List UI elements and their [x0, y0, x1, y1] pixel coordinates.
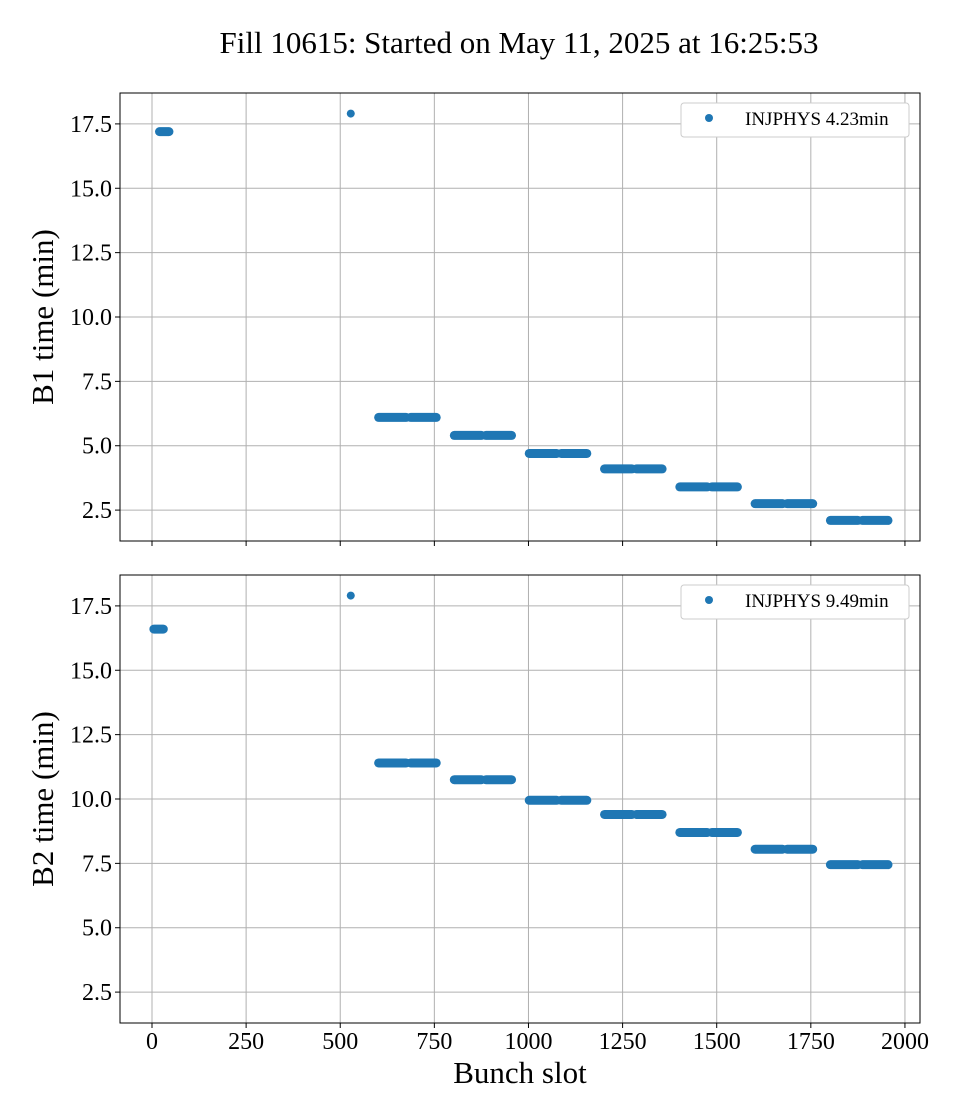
y-tick-label: 10.0	[70, 787, 112, 813]
y-tick-label: 5.0	[82, 916, 112, 942]
y-tick-label: 5.0	[82, 434, 112, 460]
x-tick-label: 1750	[787, 1029, 835, 1055]
y-tick-label: 10.0	[70, 305, 112, 331]
x-axis-label: Bunch slot	[453, 1055, 587, 1090]
legend-box	[680, 102, 910, 138]
legend-marker	[705, 596, 713, 604]
x-tick-label: 0	[146, 1029, 158, 1055]
legend-box	[680, 584, 910, 620]
y-tick-label: 17.5	[70, 594, 112, 620]
y-axis-label: B1 time (min)	[25, 229, 60, 405]
y-axis-label: B2 time (min)	[25, 711, 60, 887]
y-tick-label: 15.0	[70, 176, 112, 202]
legend: INJPHYS 4.23min	[680, 102, 910, 138]
x-tick-label: 750	[416, 1029, 452, 1055]
y-tick-label: 2.5	[82, 980, 112, 1006]
y-tick-label: 7.5	[82, 851, 112, 877]
y-tick-label: 15.0	[70, 658, 112, 684]
x-tick-label: 250	[228, 1029, 264, 1055]
x-tick-label: 500	[322, 1029, 358, 1055]
legend-marker	[705, 114, 713, 122]
panel-b1: 2.5 5.0 7.5 10.0 12.5 15.0 17.5 B1 time (min) IN…	[25, 92, 921, 546]
legend-label: INJPHYS 4.23min	[745, 109, 889, 130]
x-tick-label: 1500	[693, 1029, 741, 1055]
panel-b2: 0 250 500 750 1000 1250 1500 1750 2000 2.5 5.0 7.5 1…	[25, 574, 929, 1090]
y-tick-label: 12.5	[70, 723, 112, 749]
y-tick-label: 12.5	[70, 241, 112, 267]
figure-title: Fill 10615: Started on May 11, 2025 at 1…	[219, 25, 818, 60]
x-tick-label: 1000	[504, 1029, 552, 1055]
legend-label: INJPHYS 9.49min	[745, 591, 889, 612]
y-tick-label: 2.5	[82, 498, 112, 524]
y-tick-label: 7.5	[82, 369, 112, 395]
x-tick-label: 1250	[599, 1029, 647, 1055]
legend: INJPHYS 9.49min	[680, 584, 910, 620]
x-tick-label: 2000	[881, 1029, 929, 1055]
y-tick-label: 17.5	[70, 112, 112, 138]
data-point	[346, 591, 355, 600]
data-point	[346, 109, 355, 118]
